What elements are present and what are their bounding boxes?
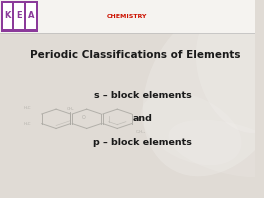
Text: and: and — [133, 114, 153, 123]
Ellipse shape — [141, 92, 242, 165]
Text: Periodic Classifications of Elements: Periodic Classifications of Elements — [30, 50, 240, 60]
Ellipse shape — [196, 6, 264, 133]
Text: K: K — [4, 11, 11, 20]
Text: O: O — [82, 115, 86, 120]
Bar — [14, 3, 24, 29]
Text: s – block elements: s – block elements — [94, 90, 192, 100]
Text: A: A — [28, 11, 34, 20]
Bar — [26, 3, 36, 29]
Ellipse shape — [168, 120, 264, 177]
Text: E: E — [16, 11, 22, 20]
Text: CHEMISTRY: CHEMISTRY — [107, 14, 148, 19]
Text: C₆H₁₁: C₆H₁₁ — [135, 129, 145, 133]
Bar — [0, 0, 255, 33]
Text: H₃C: H₃C — [24, 122, 31, 126]
Text: CH₃: CH₃ — [67, 107, 74, 111]
Ellipse shape — [143, 2, 264, 176]
Bar — [1, 1, 38, 32]
Text: p – block elements: p – block elements — [93, 138, 192, 147]
Bar — [3, 3, 12, 29]
Text: H₃C: H₃C — [24, 106, 31, 110]
